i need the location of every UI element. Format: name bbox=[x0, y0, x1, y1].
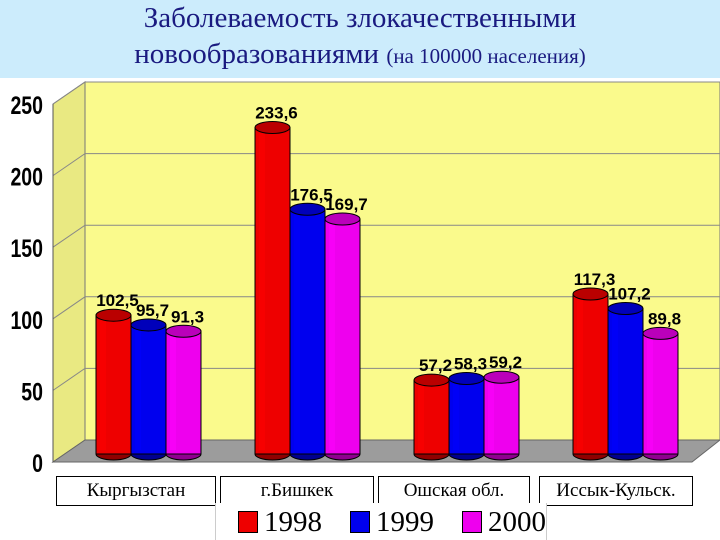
data-label: 59,2 bbox=[489, 353, 522, 372]
category-label-bishkek: г.Бишкек bbox=[220, 476, 374, 506]
legend-item-2000: 2000 bbox=[462, 505, 546, 538]
data-label: 176,5 bbox=[290, 185, 333, 204]
bar-1998-highlight bbox=[418, 384, 424, 450]
gridline bbox=[52, 296, 720, 320]
legend: 1998 1999 2000 bbox=[215, 503, 547, 540]
data-label: 233,6 bbox=[255, 103, 298, 122]
bar-1999-top bbox=[289, 202, 326, 216]
legend-swatch-1998 bbox=[238, 511, 258, 533]
y-tick-label: 100 bbox=[10, 306, 43, 334]
bar-1998-top bbox=[254, 120, 291, 134]
bar-1998-top bbox=[95, 308, 132, 322]
bar-1998-highlight bbox=[577, 298, 583, 450]
category-label-osh: Ошская обл. bbox=[378, 476, 530, 506]
y-tick-label: 250 bbox=[10, 92, 43, 120]
gridline bbox=[52, 81, 720, 105]
bar-1999-top bbox=[607, 301, 644, 315]
chart-title-note: (на 100000 населения) bbox=[386, 44, 586, 68]
legend-label-1999: 1999 bbox=[376, 505, 434, 538]
bar-2000-highlight bbox=[647, 337, 653, 450]
bar-1998-top bbox=[572, 287, 609, 301]
y-tick-label: 50 bbox=[21, 378, 43, 406]
bar-1999-highlight bbox=[453, 382, 459, 450]
legend-swatch-1999 bbox=[350, 511, 370, 533]
data-label: 89,8 bbox=[648, 309, 681, 328]
legend-item-1999: 1999 bbox=[350, 505, 434, 538]
data-label: 107,2 bbox=[608, 284, 651, 303]
bar-1998-highlight bbox=[100, 319, 106, 450]
data-label: 169,7 bbox=[325, 195, 368, 214]
data-label: 102,5 bbox=[96, 291, 139, 310]
data-label: 91,3 bbox=[171, 307, 204, 326]
y-tick-label: 0 bbox=[32, 450, 43, 478]
title-band bbox=[0, 0, 720, 78]
bar-2000-top bbox=[324, 212, 361, 226]
category-label-issyk-kul: Иссык-Кульск. bbox=[539, 476, 693, 506]
bar-2000-top bbox=[483, 370, 520, 384]
bar-1999-highlight bbox=[135, 328, 141, 450]
bar-1999-top bbox=[130, 318, 167, 332]
gridline bbox=[52, 224, 720, 248]
legend-swatch-2000 bbox=[462, 511, 482, 533]
bar-2000-top bbox=[642, 326, 679, 340]
bar-1998-top bbox=[413, 373, 450, 387]
data-label: 117,3 bbox=[574, 270, 616, 289]
chart-title-line-2: новообразованиями (на 100000 населения) bbox=[0, 38, 720, 71]
data-label: 95,7 bbox=[136, 301, 169, 320]
bar-1999-top bbox=[448, 372, 485, 386]
gridline bbox=[52, 153, 720, 177]
legend-label-2000: 2000 bbox=[488, 505, 546, 538]
bar-2000-highlight bbox=[488, 381, 494, 450]
legend-item-1998: 1998 bbox=[238, 505, 322, 538]
bar-2000-highlight bbox=[329, 222, 335, 450]
bar-1999-highlight bbox=[612, 312, 618, 450]
gridline bbox=[52, 367, 720, 391]
y-tick-label: 200 bbox=[10, 163, 43, 191]
plot-side-wall bbox=[52, 81, 86, 463]
data-label: 58,3 bbox=[454, 355, 487, 374]
bar-1999-highlight bbox=[294, 213, 300, 450]
bar-1998-highlight bbox=[259, 131, 265, 450]
category-label-kyrgyzstan: Кыргызстан bbox=[56, 476, 216, 506]
plot-floor bbox=[51, 439, 720, 463]
bar-2000-highlight bbox=[170, 335, 176, 450]
chart-title-line-1: Заболеваемость злокачественными bbox=[143, 2, 577, 34]
y-tick-label: 150 bbox=[10, 235, 43, 263]
data-label: 57,2 bbox=[419, 356, 452, 375]
bar-2000-top bbox=[165, 324, 202, 338]
chart-title-main: новообразованиями bbox=[134, 38, 380, 70]
legend-label-1998: 1998 bbox=[264, 505, 322, 538]
